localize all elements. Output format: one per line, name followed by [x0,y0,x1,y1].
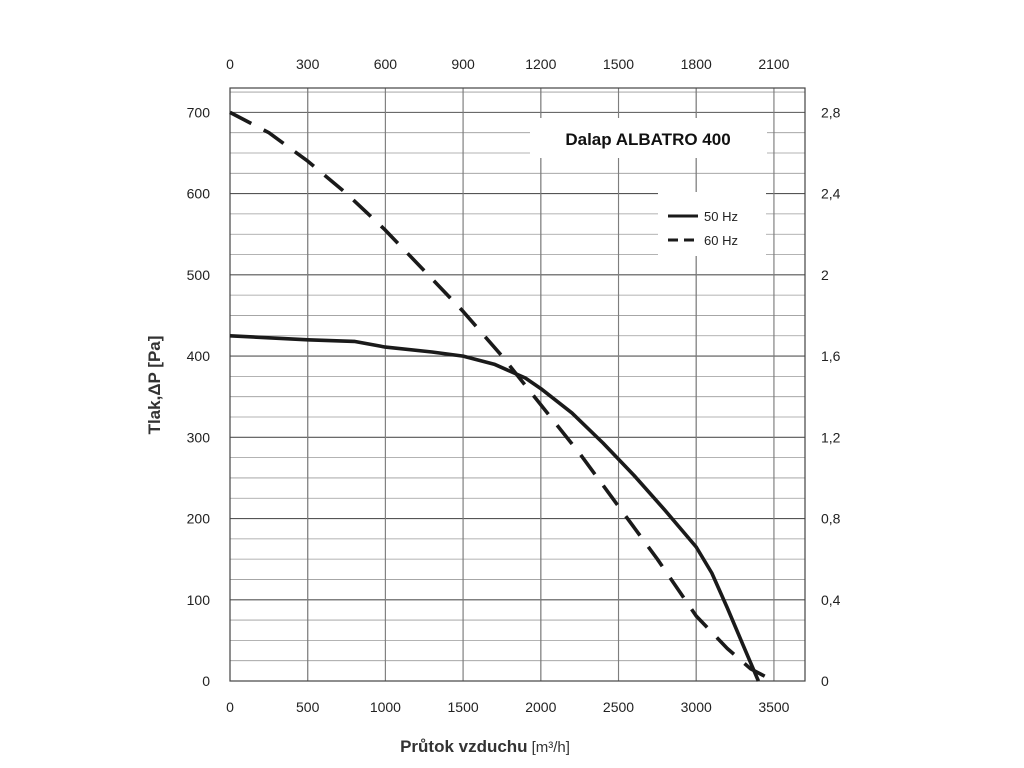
series-line-50hz [229,334,761,682]
y-tick-label: 600 [187,186,211,202]
y-tick-label: 100 [187,592,211,608]
top-tick-label: 600 [374,56,398,72]
chart-title-box [530,118,767,158]
legend: 50 Hz 60 Hz [658,192,766,256]
right-tick-label: 2 [821,267,829,283]
top-tick-label: 1800 [681,56,712,72]
x-tick-label: 1500 [448,699,479,715]
x-axis-title: Průtok vzduchu [m³/h] [400,737,570,756]
legend-label-60hz: 60 Hz [704,233,738,248]
plot-frame [229,87,806,682]
y-tick-label: 200 [187,511,211,527]
x-tick-label: 2500 [603,699,634,715]
right-tick-label: 2,4 [821,186,841,202]
series-layer [229,110,775,683]
y-tick-label: 0 [202,673,210,689]
x-axis-unit: [m³/h] [532,739,570,756]
x-tick-label: 3000 [681,699,712,715]
top-tick-label: 1500 [603,56,634,72]
chart-title: Dalap ALBATRO 400 [565,130,730,149]
top-tick-label: 900 [451,56,475,72]
right-tick-label: 0,4 [821,592,841,608]
y-tick-label: 500 [187,267,211,283]
series-line-60hz [229,110,775,683]
y-tick-label: 300 [187,429,211,445]
x-tick-label: 2000 [525,699,556,715]
right-tick-label: 0,8 [821,511,841,527]
top-tick-label: 2100 [758,56,789,72]
y-tick-label: 400 [187,348,211,364]
top-tick-label: 0 [226,56,234,72]
right-tick-label: 0 [821,673,829,689]
legend-box [658,192,766,256]
x-tick-label: 3500 [758,699,789,715]
legend-label-50hz: 50 Hz [704,209,738,224]
top-tick-label: 1200 [525,56,556,72]
right-tick-label: 1,6 [821,348,841,364]
y-tick-label: 700 [187,104,211,120]
x-tick-label: 1000 [370,699,401,715]
x-tick-label: 0 [226,699,234,715]
grid [230,88,805,681]
top-tick-label: 300 [296,56,320,72]
x-tick-label: 500 [296,699,320,715]
right-tick-label: 1,2 [821,429,841,445]
x-axis-title-text: Průtok vzduchu [400,737,528,756]
y-axis-title: Tlak,ΔP [Pa] [145,336,164,435]
right-tick-label: 2,8 [821,104,841,120]
